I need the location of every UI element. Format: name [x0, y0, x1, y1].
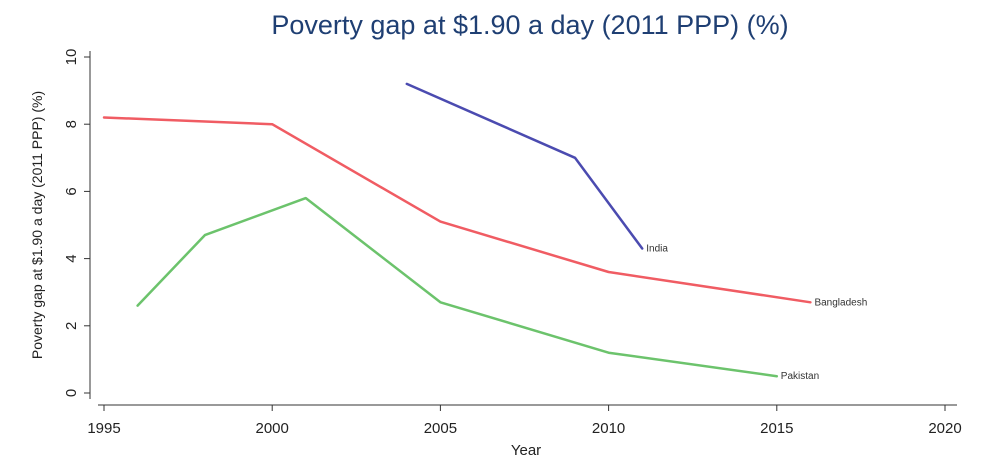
- series-line-india: [405, 82, 644, 250]
- series-label-pakistan: Pakistan: [781, 371, 819, 382]
- y-tick-label: 8: [63, 120, 80, 128]
- x-tick-label: 1995: [87, 420, 120, 437]
- y-tick-label: 4: [63, 254, 80, 262]
- x-tick-label: 2005: [424, 420, 457, 437]
- series-line-pakistan: [136, 196, 779, 378]
- x-tick-label: 2015: [760, 420, 793, 437]
- y-axis-label: Poverty gap at $1.90 a day (2011 PPP) (%…: [29, 91, 45, 359]
- y-tick-label: 6: [63, 187, 80, 195]
- series-layer: India Bangladesh Pakistan: [102, 82, 867, 382]
- series-label-india: India: [646, 244, 668, 255]
- x-tick-label: 2020: [928, 420, 961, 437]
- y-tick-label: 10: [63, 49, 80, 66]
- axes: 1995 2000 2005 2010 2015 2020 0 2 4 6 8 10: [63, 49, 962, 437]
- x-tick-label: 2000: [256, 420, 289, 437]
- y-tick-label: 0: [63, 389, 80, 397]
- y-tick-label: 2: [63, 322, 80, 330]
- series-label-bangladesh: Bangladesh: [814, 297, 867, 308]
- chart-title: Poverty gap at $1.90 a day (2011 PPP) (%…: [271, 10, 788, 40]
- series-line-bangladesh: [102, 116, 812, 304]
- x-tick-label: 2010: [592, 420, 625, 437]
- x-axis-label: Year: [511, 442, 541, 456]
